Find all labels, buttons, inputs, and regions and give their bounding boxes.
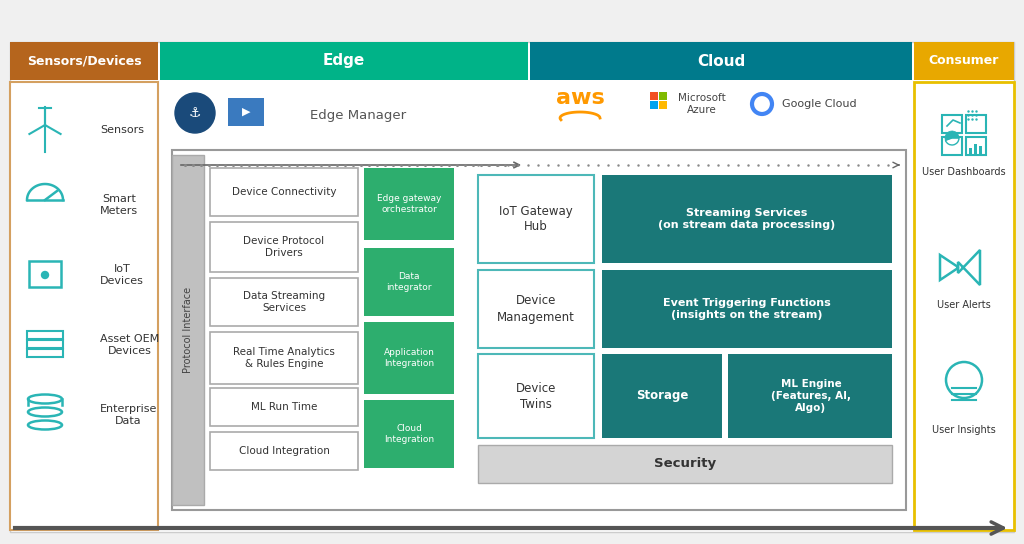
Text: Edge Manager: Edge Manager xyxy=(310,108,407,121)
Bar xyxy=(478,175,594,263)
Text: Data
integrator: Data integrator xyxy=(386,272,432,292)
Bar xyxy=(364,168,454,240)
Text: Application
Integration: Application Integration xyxy=(384,348,434,368)
Text: Security: Security xyxy=(654,458,716,471)
Text: Cloud
Integration: Cloud Integration xyxy=(384,424,434,444)
Text: IoT
Devices: IoT Devices xyxy=(100,264,144,286)
Text: Device
Twins: Device Twins xyxy=(516,381,556,411)
Bar xyxy=(364,322,454,394)
Bar xyxy=(979,146,982,154)
Text: Device Protocol
Drivers: Device Protocol Drivers xyxy=(244,236,325,258)
Text: aws: aws xyxy=(556,88,604,108)
Circle shape xyxy=(42,271,48,279)
Bar xyxy=(914,42,1014,80)
Text: ML Engine
(Features, AI,
Algo): ML Engine (Features, AI, Algo) xyxy=(771,379,851,413)
Text: Edge gateway
orchestrator: Edge gateway orchestrator xyxy=(377,194,441,214)
Bar xyxy=(602,270,892,348)
Bar xyxy=(650,101,658,109)
Bar xyxy=(364,248,454,316)
Bar xyxy=(228,98,264,126)
Text: Event Triggering Functions
(insights on the stream): Event Triggering Functions (insights on … xyxy=(664,298,830,320)
Bar xyxy=(364,400,454,468)
Bar xyxy=(966,115,986,133)
Text: Real Time Analytics
& Rules Engine: Real Time Analytics & Rules Engine xyxy=(233,347,335,369)
Text: ML Run Time: ML Run Time xyxy=(251,402,317,412)
Text: Sensors: Sensors xyxy=(100,125,144,135)
Text: ⚓: ⚓ xyxy=(188,106,202,120)
Bar xyxy=(172,155,204,505)
Bar xyxy=(210,222,358,272)
Ellipse shape xyxy=(28,407,62,417)
Bar xyxy=(969,148,972,154)
Bar xyxy=(942,137,962,155)
Text: Device
Management: Device Management xyxy=(497,294,574,324)
Text: Data Streaming
Services: Data Streaming Services xyxy=(243,291,325,313)
Ellipse shape xyxy=(28,394,62,404)
Bar xyxy=(210,332,358,384)
Bar xyxy=(160,42,528,80)
Bar xyxy=(602,175,892,263)
Text: Edge: Edge xyxy=(323,53,366,69)
Text: User Insights: User Insights xyxy=(932,425,996,435)
Bar xyxy=(10,82,158,530)
Bar xyxy=(210,432,358,470)
Bar xyxy=(27,331,63,339)
Bar xyxy=(942,115,962,133)
Wedge shape xyxy=(945,131,959,140)
Bar xyxy=(210,278,358,326)
Text: Asset OEM
Devices: Asset OEM Devices xyxy=(100,334,160,356)
Bar xyxy=(659,101,667,109)
Bar xyxy=(530,42,912,80)
Circle shape xyxy=(175,93,215,133)
Text: Protocol Interface: Protocol Interface xyxy=(183,287,193,373)
Text: User Alerts: User Alerts xyxy=(937,300,991,310)
Bar xyxy=(478,354,594,438)
Text: Google Cloud: Google Cloud xyxy=(782,99,857,109)
Bar xyxy=(478,270,594,348)
Bar xyxy=(966,137,986,155)
Text: Device Connectivity: Device Connectivity xyxy=(231,187,336,197)
Ellipse shape xyxy=(28,421,62,430)
Text: Storage: Storage xyxy=(636,390,688,403)
Bar xyxy=(478,445,892,483)
Bar xyxy=(974,144,977,154)
Bar xyxy=(659,92,667,100)
Text: IoT Gateway
Hub: IoT Gateway Hub xyxy=(499,205,572,233)
Bar xyxy=(728,354,892,438)
Bar xyxy=(602,354,722,438)
Text: Cloud Integration: Cloud Integration xyxy=(239,446,330,456)
Bar xyxy=(210,388,358,426)
Bar xyxy=(650,92,658,100)
Bar xyxy=(27,340,63,348)
Text: Cloud: Cloud xyxy=(697,53,745,69)
Bar xyxy=(29,261,61,287)
Text: User Dashboards: User Dashboards xyxy=(923,167,1006,177)
Text: Enterprise
Data: Enterprise Data xyxy=(100,404,158,426)
Text: ▶: ▶ xyxy=(242,107,250,117)
Text: Sensors/Devices: Sensors/Devices xyxy=(27,54,141,67)
Bar xyxy=(10,42,158,80)
Bar xyxy=(27,349,63,357)
Text: Streaming Services
(on stream data processing): Streaming Services (on stream data proce… xyxy=(658,208,836,230)
Text: Smart
Meters: Smart Meters xyxy=(100,194,138,216)
Bar xyxy=(210,168,358,216)
Bar xyxy=(172,150,906,510)
Bar xyxy=(914,82,1014,530)
Text: Microsoft
Azure: Microsoft Azure xyxy=(678,93,726,115)
Text: Consumer: Consumer xyxy=(929,54,999,67)
